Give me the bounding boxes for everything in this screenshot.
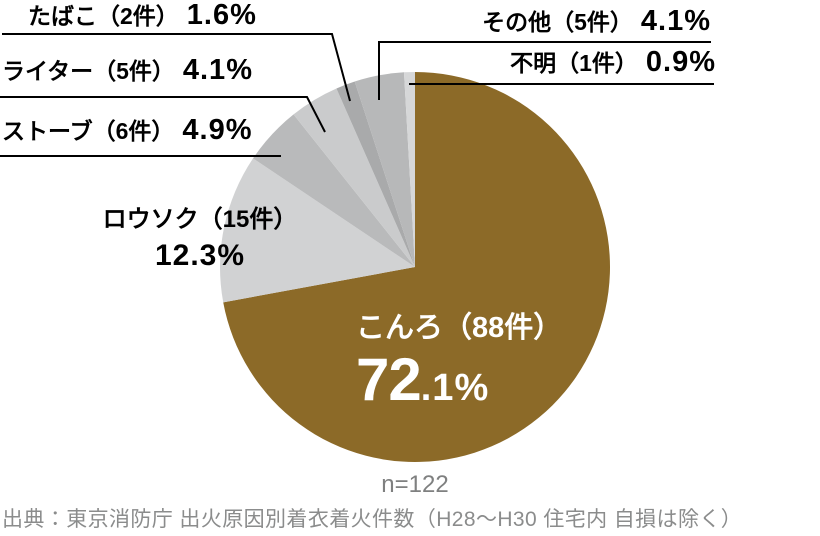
leader-lines-group [0, 33, 714, 157]
pie-slice-sonota [354, 72, 415, 267]
label-rousoku-name: ロウソク（15件） [102, 206, 298, 233]
label-sonota-name: その他（5件） [482, 9, 633, 35]
label-tabako: たばこ（2件） 1.6% [28, 1, 257, 30]
label-tabako-percent: 1.6% [186, 0, 257, 31]
label-lighter-percent: 4.1% [182, 54, 253, 86]
label-sonota-percent: 4.1% [640, 5, 711, 37]
label-sonota: その他（5件） 4.1% [482, 7, 711, 36]
pie-slice-konro [223, 72, 611, 463]
label-lighter: ライター（5件） 4.1% [2, 56, 253, 85]
source-citation: 出典：東京消防庁 出火原因別着衣着火件数（H28～H30 住宅内 自損は除く） [2, 508, 743, 531]
label-konro: こんろ（88件） 72.1% [356, 312, 562, 410]
label-stove: ストーブ（6件） 4.9% [2, 116, 253, 145]
leader-line-tabako [2, 33, 351, 102]
label-lighter-name: ライター（5件） [2, 58, 175, 84]
pie-slices-group [220, 72, 611, 463]
label-stove-name: ストーブ（6件） [2, 118, 175, 144]
pie-slice-lighter [293, 88, 415, 267]
pie-slice-fumei [403, 72, 415, 267]
label-fumei-percent: 0.9% [645, 46, 716, 78]
pie-slice-stove [253, 114, 415, 268]
label-fumei: 不明（1件） 0.9% [510, 48, 716, 77]
leader-line-sonota [378, 41, 711, 100]
label-konro-percent: 72.1% [356, 350, 562, 410]
pie-slice-rousoku [220, 158, 415, 303]
label-konro-percent-integer: 72 [356, 346, 422, 414]
sample-size-label: n=122 [381, 471, 449, 498]
pie-slice-tabako [336, 81, 415, 267]
label-fumei-name: 不明（1件） [510, 50, 638, 76]
label-konro-percent-fraction: .1% [420, 367, 490, 410]
label-konro-name: こんろ（88件） [356, 312, 563, 344]
label-rousoku-percent: 12.3% [154, 238, 246, 272]
label-tabako-name: たばこ（2件） [28, 3, 179, 29]
leader-line-lighter [0, 96, 326, 133]
label-stove-percent: 4.9% [182, 114, 253, 146]
label-rousoku: ロウソク（15件） 12.3% [100, 206, 300, 271]
